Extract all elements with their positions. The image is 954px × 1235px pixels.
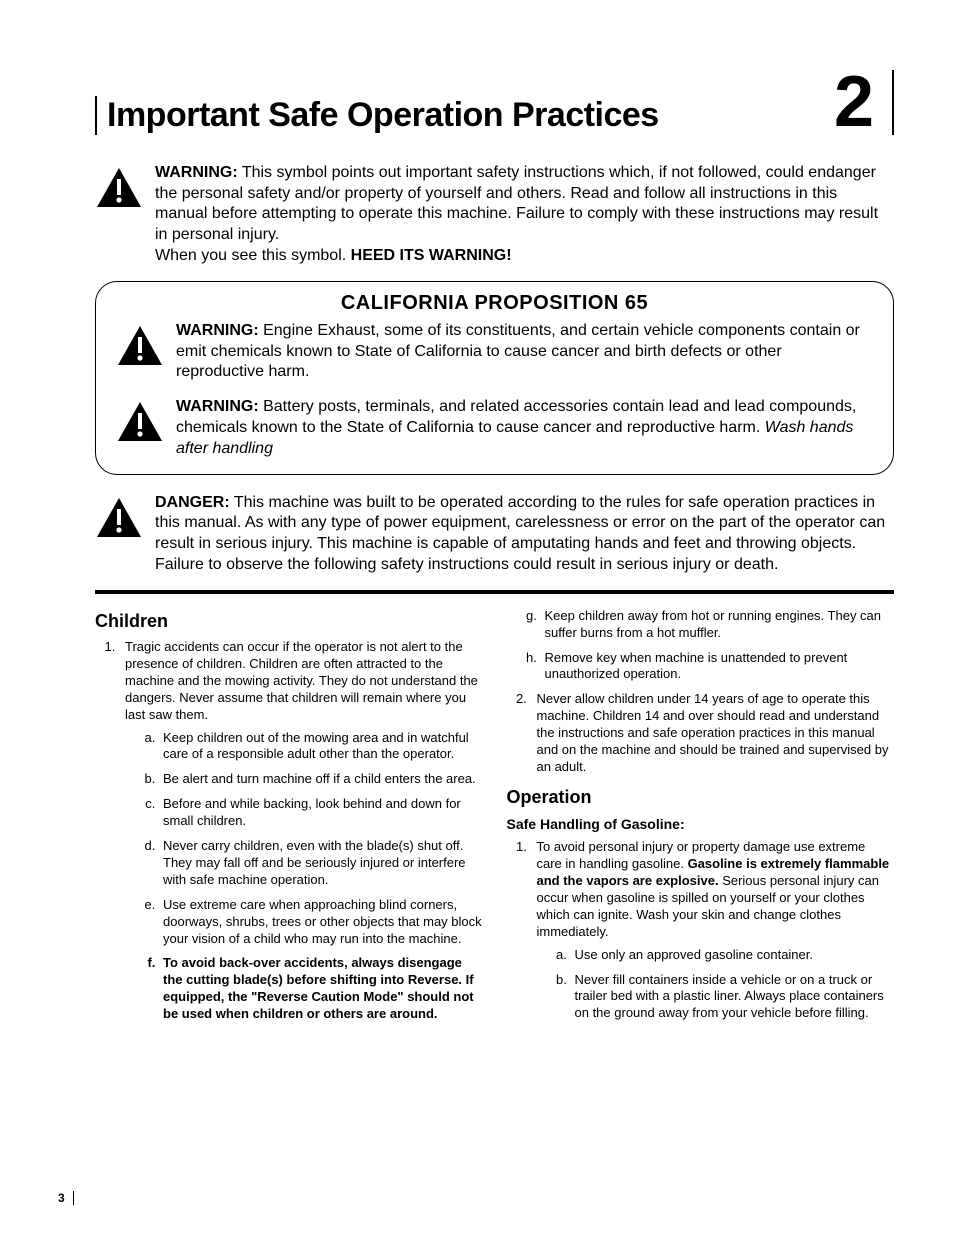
prop65-warning-1: WARNING: Engine Exhaust, some of its con… <box>116 321 873 383</box>
children-item-1: Tragic accidents can occur if the operat… <box>119 639 483 1023</box>
children-e: Use extreme care when approaching blind … <box>159 897 483 948</box>
children-sublist: Keep children out of the mowing area and… <box>125 730 483 1023</box>
section-divider <box>95 590 894 594</box>
right-column: Keep children away from hot or running e… <box>507 606 895 1031</box>
warning-heed: HEED ITS WARNING! <box>351 247 512 264</box>
prop65-heading: CALIFORNIA PROPOSITION 65 <box>116 292 873 315</box>
operation-item-1: To avoid personal injury or property dam… <box>531 839 895 1022</box>
operation-sublist: Use only an approved gasoline container.… <box>537 947 895 1023</box>
prop65-warning-2: WARNING: Battery posts, terminals, and r… <box>116 397 873 459</box>
children-heading: Children <box>95 610 483 633</box>
page-header: Important Safe Operation Practices 2 <box>95 70 894 135</box>
prop65-w1-lead: WARNING: <box>176 322 259 339</box>
children-item-2: Never allow children under 14 years of a… <box>531 691 895 775</box>
children-item1-text: Tragic accidents can occur if the operat… <box>125 639 478 722</box>
warning-triangle-icon <box>95 497 143 539</box>
danger-lead: DANGER: <box>155 494 230 511</box>
warning-body: This symbol points out important safety … <box>155 164 878 243</box>
children-c: Before and while backing, look behind an… <box>159 796 483 830</box>
danger-text: DANGER: This machine was built to be ope… <box>155 493 894 576</box>
children-d: Never carry children, even with the blad… <box>159 838 483 889</box>
operation-b: Never fill containers inside a vehicle o… <box>571 972 895 1023</box>
warning-lead: WARNING: <box>155 164 238 181</box>
operation-a: Use only an approved gasoline container. <box>571 947 895 964</box>
left-column: Children Tragic accidents can occur if t… <box>95 606 483 1031</box>
children-g: Keep children away from hot or running e… <box>541 608 895 642</box>
page-title: Important Safe Operation Practices <box>95 96 814 135</box>
warning-block-top: WARNING: This symbol points out importan… <box>95 163 894 267</box>
operation-subheading: Safe Handling of Gasoline: <box>507 815 895 833</box>
warning-line2-prefix: When you see this symbol. <box>155 247 351 264</box>
warning-triangle-icon <box>116 325 164 367</box>
operation-list: To avoid personal injury or property dam… <box>507 839 895 1022</box>
warning-top-text: WARNING: This symbol points out importan… <box>155 163 894 267</box>
prop65-w1-body: Engine Exhaust, some of its constituents… <box>176 322 860 381</box>
prop65-w2-lead: WARNING: <box>176 398 259 415</box>
operation-heading: Operation <box>507 786 895 809</box>
danger-body: This machine was built to be operated ac… <box>155 494 885 573</box>
children-a: Keep children out of the mowing area and… <box>159 730 483 764</box>
warning-triangle-icon <box>95 167 143 209</box>
children-f: To avoid back-over accidents, always dis… <box>159 955 483 1023</box>
page-number: 3 <box>58 1191 74 1205</box>
prop65-w1-text: WARNING: Engine Exhaust, some of its con… <box>176 321 863 383</box>
danger-block: DANGER: This machine was built to be ope… <box>95 493 894 576</box>
children-list: Tragic accidents can occur if the operat… <box>95 639 483 1023</box>
prop65-box: CALIFORNIA PROPOSITION 65 WARNING: Engin… <box>95 281 894 475</box>
children-h: Remove key when machine is unattended to… <box>541 650 895 684</box>
prop65-w2-body: Battery posts, terminals, and related ac… <box>176 398 856 436</box>
children-list-cont: Never allow children under 14 years of a… <box>507 691 895 775</box>
children-b: Be alert and turn machine off if a child… <box>159 771 483 788</box>
children-sublist-cont: Keep children away from hot or running e… <box>507 608 895 684</box>
prop65-w2-text: WARNING: Battery posts, terminals, and r… <box>176 397 863 459</box>
section-number: 2 <box>834 70 874 135</box>
two-column-body: Children Tragic accidents can occur if t… <box>95 606 894 1031</box>
warning-triangle-icon <box>116 401 164 443</box>
